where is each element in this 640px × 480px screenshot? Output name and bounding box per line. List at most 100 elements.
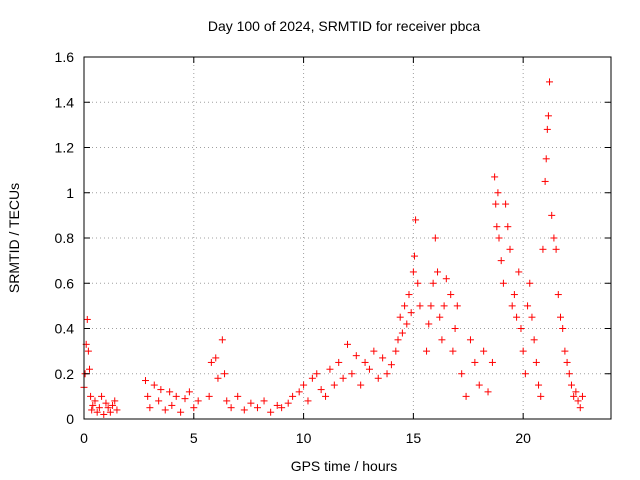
data-point [532, 358, 540, 366]
data-point [546, 78, 554, 86]
data-point [466, 336, 474, 344]
y-tick-label: 0.6 [55, 275, 75, 291]
data-point [434, 268, 442, 276]
data-point [438, 336, 446, 344]
data-point [106, 408, 114, 416]
data-point [172, 392, 180, 400]
data-point [550, 234, 558, 242]
data-point [339, 374, 347, 382]
data-point [155, 397, 163, 405]
data-point [542, 155, 550, 163]
data-point [273, 401, 281, 409]
data-point [102, 399, 110, 407]
data-point [429, 279, 437, 287]
data-point [519, 347, 527, 355]
data-point [326, 365, 334, 373]
data-point [177, 408, 185, 416]
data-point [207, 358, 215, 366]
data-point [412, 216, 420, 224]
data-point [517, 325, 525, 332]
data-point [427, 302, 435, 310]
data-point [223, 397, 231, 405]
data-point [398, 329, 406, 337]
data-point [491, 173, 499, 181]
data-point [499, 279, 507, 287]
data-point [344, 340, 351, 348]
data-point [348, 370, 356, 378]
ticks: 0 5 10 15 20 0 0.2 0.4 0.6 0.8 1 1.2 1.4 1.6 [55, 49, 611, 446]
data-point [513, 313, 521, 321]
data-point [111, 397, 119, 405]
data-point [436, 313, 444, 321]
data-point [104, 404, 112, 412]
data-point [100, 410, 108, 418]
data-point [506, 245, 514, 253]
data-point [253, 404, 261, 412]
data-point [563, 358, 571, 366]
data-point [526, 279, 534, 287]
data-point [401, 302, 409, 310]
data-point [548, 211, 556, 219]
data-point [330, 381, 338, 389]
data-point [157, 386, 165, 394]
data-point [544, 112, 552, 120]
data-point [166, 388, 174, 396]
data-point [181, 395, 189, 403]
data-point [146, 404, 154, 412]
data-point [561, 347, 569, 355]
data-point [521, 370, 529, 378]
data-point [168, 401, 176, 409]
data-point [93, 408, 101, 416]
data-point [161, 406, 169, 414]
data-point [240, 406, 248, 414]
data-point [493, 223, 501, 231]
data-point [308, 374, 316, 382]
data-point [247, 399, 255, 407]
data-point [492, 200, 500, 208]
data-point [471, 358, 479, 366]
data-point [494, 189, 502, 197]
data-point [572, 388, 580, 396]
data-point [407, 309, 415, 317]
data-point [185, 388, 193, 396]
x-axis-label: GPS time / hours [291, 458, 398, 474]
data-point [370, 347, 378, 355]
data-point [484, 388, 492, 396]
data-point [423, 347, 431, 355]
data-point [480, 347, 488, 355]
data-point [84, 347, 92, 355]
data-point [574, 397, 582, 405]
data-points [80, 78, 586, 418]
x-tick-label: 0 [80, 430, 88, 446]
data-point [416, 302, 424, 310]
data-point [91, 397, 99, 405]
y-tick-label: 1.4 [55, 94, 75, 110]
data-point [361, 358, 369, 366]
data-point [528, 313, 536, 321]
data-point [543, 125, 551, 133]
data-point [335, 358, 343, 366]
data-point [502, 200, 510, 208]
data-point [144, 392, 152, 400]
data-point [539, 245, 547, 253]
data-point [537, 392, 545, 400]
data-point [85, 365, 93, 373]
data-point [410, 252, 418, 260]
grid [84, 57, 611, 419]
data-point [352, 352, 360, 360]
data-point [205, 392, 213, 400]
data-point [365, 365, 373, 373]
data-point [392, 347, 400, 355]
data-point [405, 291, 413, 299]
data-point [396, 313, 404, 321]
data-point [431, 234, 439, 242]
y-axis-label: SRMTID / TECUs [6, 183, 22, 293]
data-point [357, 381, 365, 389]
data-point [495, 234, 503, 242]
data-point [425, 320, 433, 328]
data-point [567, 381, 575, 389]
data-point [475, 381, 483, 389]
data-point [453, 302, 461, 310]
data-point [88, 406, 96, 414]
